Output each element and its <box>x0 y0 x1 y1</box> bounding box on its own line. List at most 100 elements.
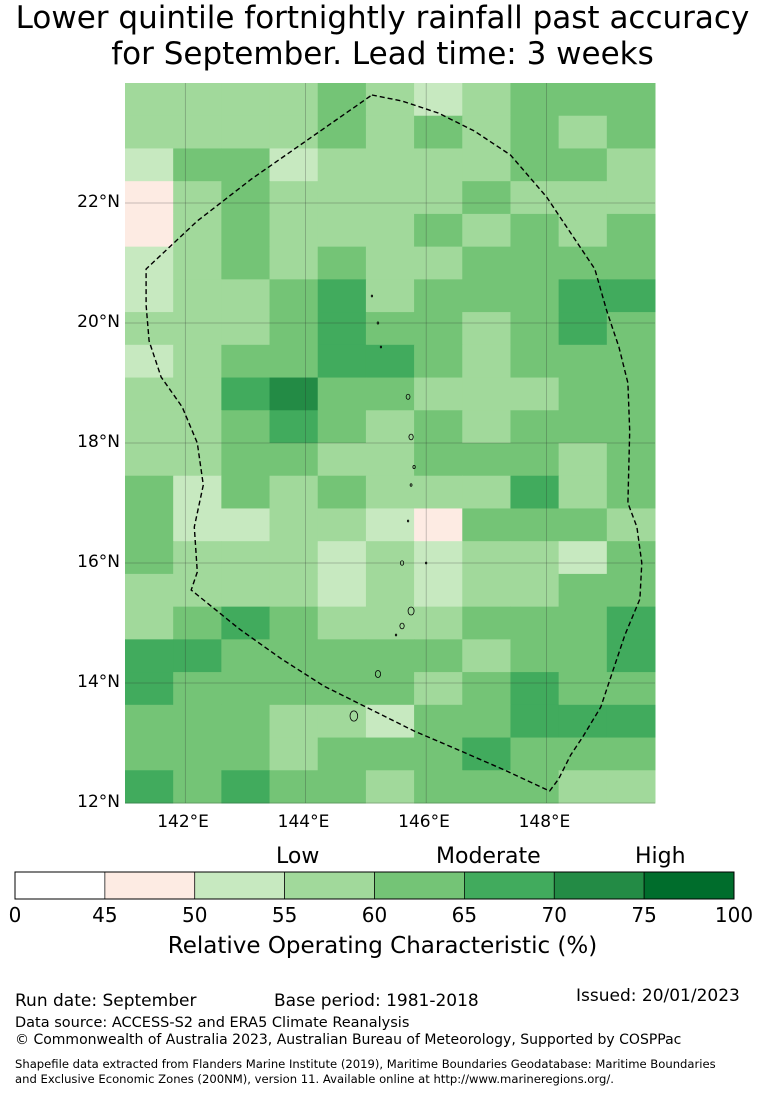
grid-cell <box>462 606 511 640</box>
grid-cell <box>221 181 271 215</box>
grid-cell <box>365 508 415 542</box>
grid-cell <box>606 606 656 640</box>
grid-cell <box>510 410 560 444</box>
grid-cell <box>510 704 560 739</box>
grid-cell <box>414 541 463 575</box>
grid-cell <box>269 410 319 444</box>
grid-cell <box>221 704 271 739</box>
latitude-tick-label: 22°N <box>77 192 120 212</box>
grid-cell <box>125 443 174 477</box>
grid-cell <box>365 115 415 149</box>
grid-cell <box>414 573 463 608</box>
grid-cell <box>173 246 222 280</box>
colorbar-tick-label: 0 <box>8 903 22 927</box>
grid-cell <box>558 704 608 739</box>
island-outline <box>409 483 413 487</box>
copyright: © Commonwealth of Australia 2023, Austra… <box>15 1032 682 1048</box>
island-outline <box>405 393 411 400</box>
latitude-tick-label: 18°N <box>77 432 120 452</box>
grid-cell <box>414 181 463 215</box>
island-outline <box>406 519 410 523</box>
grid-cell <box>365 672 415 706</box>
grid-cell <box>221 115 271 149</box>
grid-cell <box>414 246 463 280</box>
grid-cell <box>317 704 367 739</box>
grid-cell <box>221 377 271 411</box>
grid-cell <box>510 312 560 346</box>
grid-cell <box>558 279 608 313</box>
grid-cell <box>414 475 463 509</box>
colorbar-segment <box>194 871 285 900</box>
grid-cell <box>269 181 319 215</box>
grid-cell <box>269 312 319 346</box>
shapefile-credit-line-2: and Exclusive Economic Zones (200NM), ve… <box>15 1072 614 1086</box>
grid-cell <box>510 148 560 182</box>
latitude-tick-label: 20°N <box>77 312 120 332</box>
grid-cell <box>221 672 271 706</box>
grid-cell <box>317 475 367 509</box>
grid-cell <box>125 279 174 313</box>
grid-cell <box>221 279 271 313</box>
grid-cell <box>125 541 174 575</box>
grid-cell <box>125 639 174 673</box>
grid-cell <box>269 377 319 411</box>
grid-cell <box>317 606 367 640</box>
grid-cell <box>462 83 511 117</box>
grid-cell <box>173 410 222 444</box>
grid-cell <box>462 704 511 739</box>
grid-cell <box>558 475 608 509</box>
grid-cell <box>558 83 608 117</box>
grid-cell <box>365 573 415 608</box>
colorbar-segment <box>374 871 465 900</box>
grid-cell <box>221 770 271 804</box>
grid-cell <box>173 508 222 542</box>
grid-cell <box>414 639 463 673</box>
grid-cell <box>221 541 271 575</box>
grid-cell <box>221 246 271 280</box>
grid-cell <box>125 148 174 182</box>
grid-cell <box>606 704 656 739</box>
grid-cell <box>317 410 367 444</box>
colorbar-segment <box>553 871 645 900</box>
colorbar-tick-label: 60 <box>361 903 388 927</box>
grid-cell <box>269 704 319 739</box>
grid-cell <box>173 737 222 771</box>
grid-cell <box>269 508 319 542</box>
grid-cell <box>606 312 656 346</box>
grid-cell <box>606 148 656 182</box>
grid-cell <box>317 541 367 575</box>
grid-cell <box>510 573 560 608</box>
grid-cell <box>125 770 174 804</box>
grid-cell <box>510 213 560 248</box>
grid-cell <box>462 672 511 706</box>
grid-cell <box>125 213 174 248</box>
grid-cell <box>414 410 463 444</box>
grid-cell <box>365 213 415 248</box>
colorbar-label: Relative Operating Characteristic (%) <box>167 933 598 959</box>
shapefile-credit-line-1: Shapefile data extracted from Flanders M… <box>15 1057 716 1071</box>
grid-cell <box>558 770 608 804</box>
grid-cell <box>173 148 222 182</box>
colorbar-tick-label: 70 <box>541 903 567 927</box>
grid-cell <box>365 737 415 771</box>
grid-cell <box>606 377 656 411</box>
island-outline <box>407 606 415 616</box>
colorbar-tick-label: 100 <box>714 903 754 927</box>
grid-cell <box>558 737 608 771</box>
grid-cell <box>606 639 656 673</box>
grid-cell <box>462 312 511 346</box>
grid-cell <box>221 344 271 379</box>
island-outline <box>394 633 398 637</box>
map-title-line-2: for September. Lead time: 3 weeks <box>111 36 654 72</box>
grid-cell <box>365 279 415 313</box>
grid-cell <box>414 377 463 411</box>
grid-cell <box>510 344 560 379</box>
island-outline <box>376 321 380 325</box>
base-period: Base period: 1981-2018 <box>274 991 479 1011</box>
grid-cell <box>606 344 656 379</box>
grid-cell <box>414 344 463 379</box>
grid-cell <box>269 475 319 509</box>
grid-cell <box>558 573 608 608</box>
grid-cell <box>558 541 608 575</box>
colorbar-outline <box>14 871 735 900</box>
